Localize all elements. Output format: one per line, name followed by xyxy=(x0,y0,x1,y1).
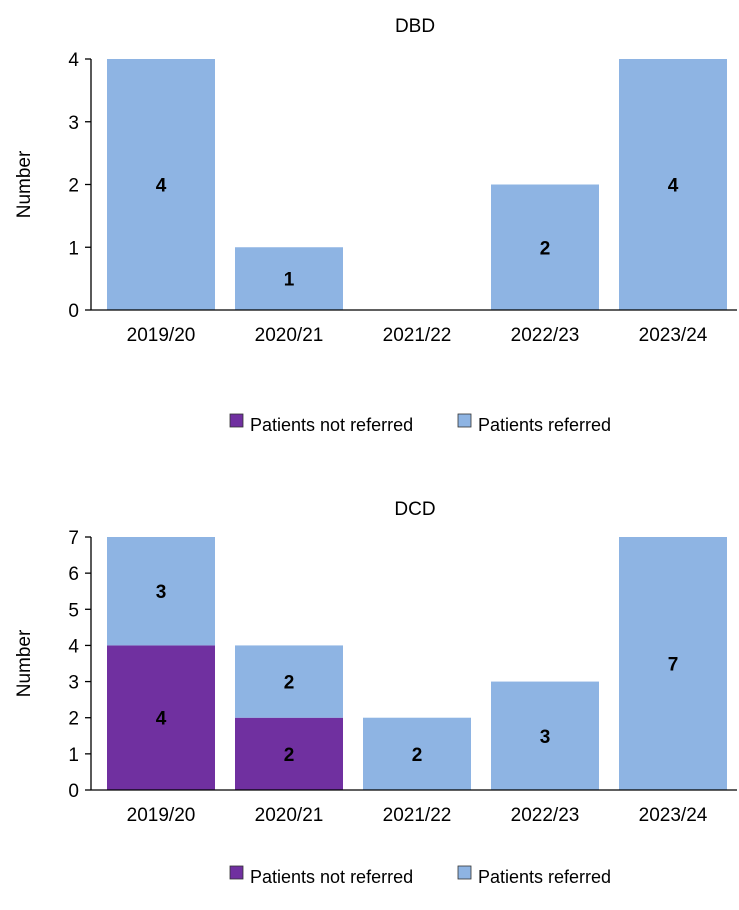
y-tick-label: 1 xyxy=(68,745,79,766)
x-tick-label: 2023/24 xyxy=(639,805,708,826)
y-tick-label: 7 xyxy=(68,528,79,549)
x-tick-label: 2019/20 xyxy=(127,805,196,826)
bar xyxy=(235,645,343,718)
y-axis-label: Number xyxy=(14,150,35,218)
chart-title: DCD xyxy=(394,499,435,520)
legend-swatch xyxy=(457,413,472,428)
legend-label: Patients referred xyxy=(478,415,611,435)
y-tick-label: 6 xyxy=(68,564,79,585)
data-label: 2 xyxy=(412,745,423,766)
bar xyxy=(235,247,343,310)
bar xyxy=(363,717,471,790)
data-label: 4 xyxy=(668,176,679,197)
legend-label: Patients not referred xyxy=(250,415,413,435)
x-tick-label: 2023/24 xyxy=(639,325,708,346)
x-tick-label: 2019/20 xyxy=(127,325,196,346)
x-tick-label: 2021/22 xyxy=(383,805,452,826)
chart-title: DBD xyxy=(395,16,435,37)
y-tick-label: 3 xyxy=(68,113,79,134)
y-tick-label: 0 xyxy=(68,781,79,802)
y-tick-label: 5 xyxy=(68,600,79,621)
data-label: 1 xyxy=(284,270,295,291)
bar xyxy=(619,537,727,790)
x-tick-label: 2021/22 xyxy=(383,325,452,346)
y-axis-label: Number xyxy=(14,629,35,697)
y-tick-label: 4 xyxy=(68,636,79,657)
x-tick-label: 2020/21 xyxy=(255,805,324,826)
data-label: 4 xyxy=(156,176,167,197)
y-tick-label: 2 xyxy=(68,176,79,197)
data-label: 7 xyxy=(668,655,679,676)
y-tick-label: 2 xyxy=(68,709,79,730)
legend-label: Patients referred xyxy=(478,867,611,887)
x-tick-label: 2020/21 xyxy=(255,325,324,346)
legend-label: Patients not referred xyxy=(250,867,413,887)
y-tick-label: 0 xyxy=(68,301,79,322)
data-label: 4 xyxy=(156,709,167,730)
y-tick-label: 3 xyxy=(68,673,79,694)
x-tick-label: 2022/23 xyxy=(511,805,580,826)
bar xyxy=(491,681,599,790)
legend-swatch xyxy=(229,865,244,880)
x-tick-label: 2022/23 xyxy=(511,325,580,346)
bar xyxy=(235,717,343,790)
data-label: 2 xyxy=(540,238,551,259)
bar xyxy=(619,59,727,310)
y-tick-label: 4 xyxy=(68,50,79,71)
legend-swatch xyxy=(229,413,244,428)
data-label: 2 xyxy=(284,745,295,766)
data-label: 3 xyxy=(540,727,551,748)
y-tick-label: 1 xyxy=(68,238,79,259)
legend-swatch xyxy=(457,865,472,880)
bar xyxy=(491,184,599,310)
bar xyxy=(107,645,215,790)
data-label: 2 xyxy=(284,673,295,694)
data-label: 3 xyxy=(156,582,167,603)
bar xyxy=(107,537,215,646)
bar xyxy=(107,59,215,310)
